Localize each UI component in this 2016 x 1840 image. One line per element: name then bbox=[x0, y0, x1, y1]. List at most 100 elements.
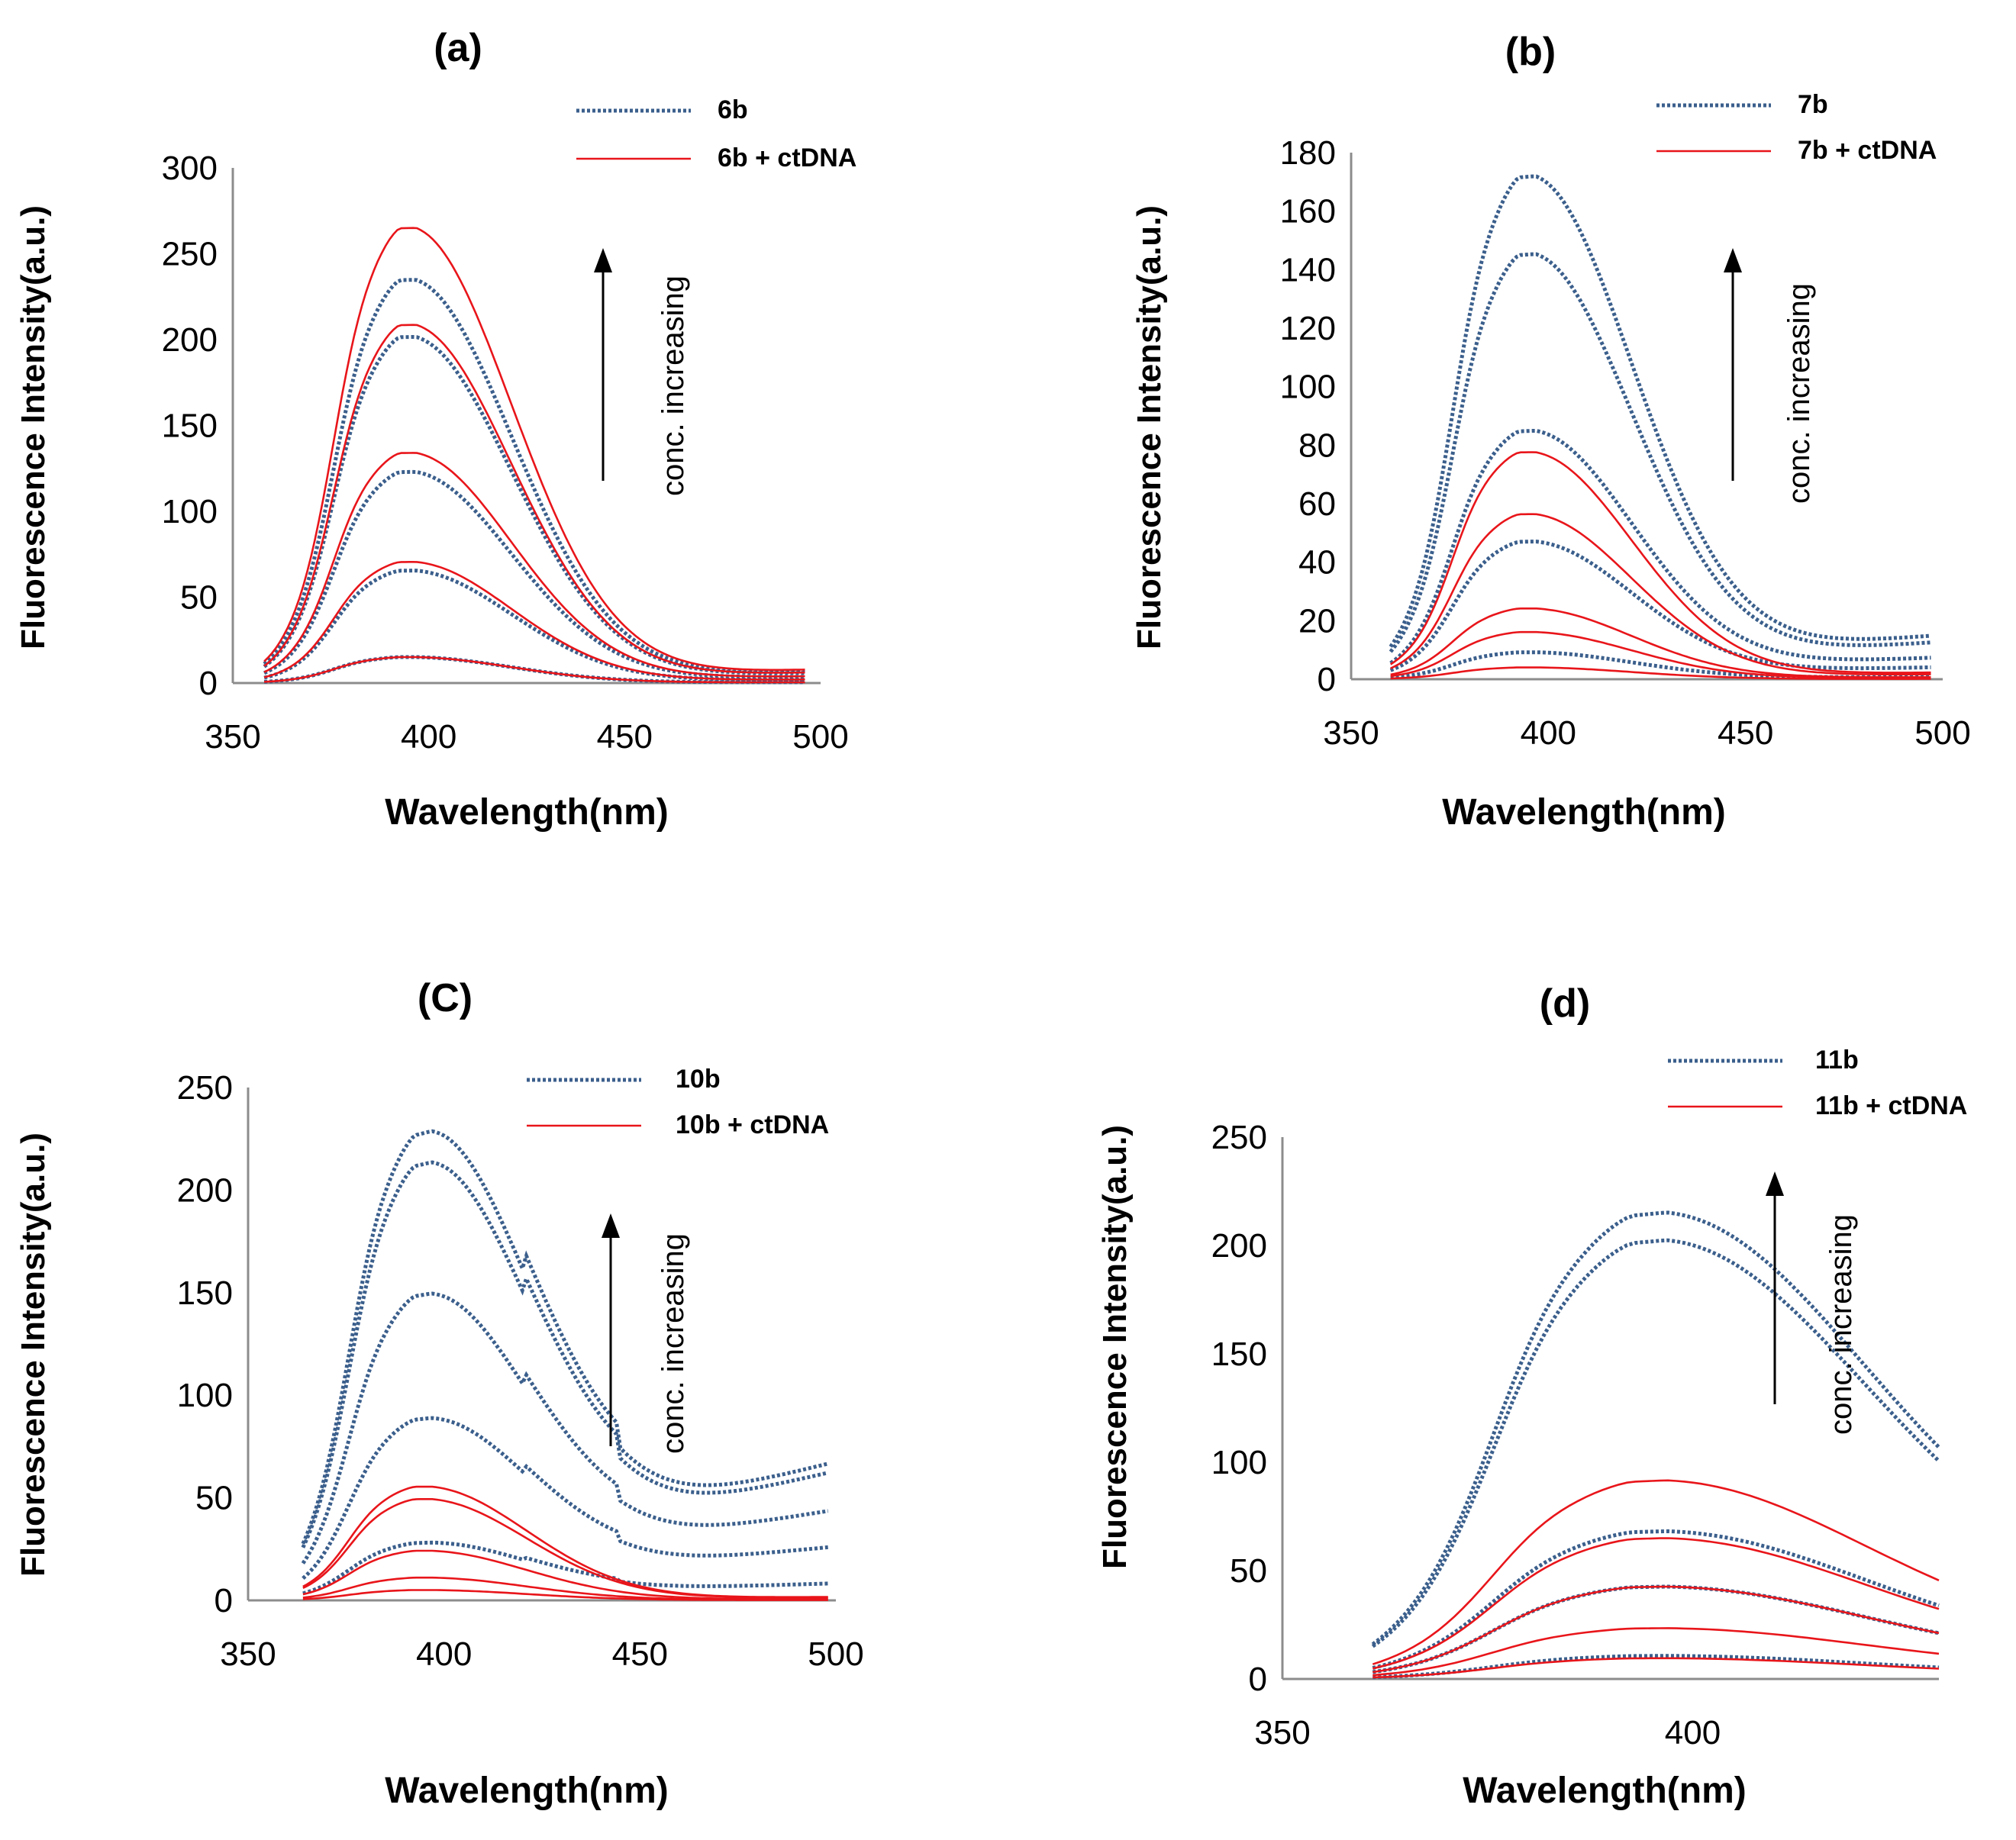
panel-title: (C) bbox=[418, 976, 473, 1020]
series-line-dna-1 bbox=[1390, 666, 1931, 680]
series-line-dna-4 bbox=[1390, 513, 1931, 676]
series-line-free-4 bbox=[301, 1160, 829, 1548]
conc-annotation: conc. increasing bbox=[656, 276, 690, 496]
y-tick-label: 200 bbox=[1211, 1227, 1267, 1265]
y-axis-label: Fluorescence Intensity(a.u.) bbox=[1131, 205, 1168, 649]
x-tick-label: 450 bbox=[597, 718, 653, 756]
panel-b: (b) 0 20 40 60 80 100 120 140 160 180 350 400 450 500 W… bbox=[1131, 30, 1971, 833]
y-tick-label: 300 bbox=[162, 150, 218, 187]
panel-title: (a) bbox=[434, 26, 482, 70]
x-tick-label: 400 bbox=[1665, 1714, 1721, 1751]
series-line-free-4 bbox=[263, 334, 805, 675]
y-tick-label: 0 bbox=[215, 1582, 233, 1619]
y-tick-label: 50 bbox=[180, 579, 218, 617]
series-line-free-4 bbox=[1371, 1238, 1940, 1648]
series-line-dna-4 bbox=[1372, 1537, 1940, 1670]
legend-label: 10b + ctDNA bbox=[676, 1110, 829, 1139]
series-line-dna-5 bbox=[1372, 1479, 1940, 1665]
series-line-dna-2 bbox=[1372, 1627, 1940, 1677]
series-line-free-5 bbox=[301, 1129, 829, 1545]
series-line-dna-2 bbox=[263, 561, 805, 681]
series-line-free-1 bbox=[302, 1540, 828, 1596]
y-tick-label: 150 bbox=[1211, 1336, 1267, 1373]
panel-c: (C) 0 50 100 150 200 250 350 400 450 500 Wavelength… bbox=[15, 976, 864, 1811]
x-tick-label: 500 bbox=[792, 718, 848, 756]
y-tick-label: 100 bbox=[177, 1377, 233, 1414]
legend-label: 7b + ctDNA bbox=[1798, 136, 1937, 165]
x-axis-label: Wavelength(nm) bbox=[385, 792, 669, 833]
series-line-free-3 bbox=[1389, 429, 1931, 665]
x-tick-label: 350 bbox=[205, 718, 260, 756]
arrow-up-icon bbox=[602, 1213, 620, 1238]
series-line-free-2 bbox=[1372, 1584, 1940, 1674]
series-line-free-5 bbox=[263, 278, 805, 674]
panel-a: (a) 0 50 100 150 200 250 300 350 400 450 500 Wavelen… bbox=[15, 26, 856, 833]
series-line-free-3 bbox=[263, 469, 805, 679]
y-tick-label: 0 bbox=[1249, 1661, 1267, 1698]
y-tick-label: 20 bbox=[1298, 602, 1336, 640]
legend-label: 7b bbox=[1798, 90, 1828, 119]
y-tick-label: 250 bbox=[177, 1069, 233, 1107]
y-axis-label: Fluorescence Intensity(a.u.) bbox=[15, 205, 52, 649]
legend-label: 10b bbox=[676, 1065, 721, 1094]
series-line-free-5 bbox=[1371, 1210, 1940, 1646]
y-axis-label: Fluorescence Intensity(a.u.) bbox=[15, 1133, 52, 1577]
series-line-free-4 bbox=[1389, 252, 1931, 653]
y-tick-label: 250 bbox=[1211, 1119, 1267, 1156]
conc-annotation: conc. increasing bbox=[1824, 1214, 1858, 1435]
x-tick-label: 450 bbox=[1718, 714, 1773, 752]
series-line-dna-3 bbox=[1390, 607, 1931, 678]
x-axis-label: Wavelength(nm) bbox=[1463, 1771, 1747, 1811]
series-line-dna-4 bbox=[263, 324, 805, 674]
y-tick-label: 50 bbox=[1230, 1552, 1267, 1590]
x-tick-label: 350 bbox=[1254, 1714, 1310, 1751]
x-tick-label: 400 bbox=[401, 718, 456, 756]
arrow-up-icon bbox=[1766, 1171, 1784, 1196]
y-tick-label: 150 bbox=[162, 408, 218, 445]
x-tick-label: 350 bbox=[1323, 714, 1379, 752]
series-line-free-5 bbox=[1389, 174, 1931, 648]
arrow-up-icon bbox=[594, 248, 612, 272]
y-tick-label: 180 bbox=[1280, 134, 1336, 172]
x-tick-label: 500 bbox=[1914, 714, 1970, 752]
y-tick-label: 160 bbox=[1280, 193, 1336, 230]
series-line-free-3 bbox=[1372, 1529, 1940, 1671]
y-tick-label: 0 bbox=[199, 665, 218, 702]
legend-label: 11b + ctDNA bbox=[1815, 1091, 1967, 1120]
series-line-free-2 bbox=[1389, 540, 1931, 672]
x-tick-label: 400 bbox=[1521, 714, 1576, 752]
conc-annotation: conc. increasing bbox=[656, 1233, 690, 1454]
y-tick-label: 140 bbox=[1280, 251, 1336, 288]
series-line-free-3 bbox=[301, 1291, 829, 1564]
series-line-free-1 bbox=[1372, 1654, 1940, 1680]
series-line-dna-1 bbox=[1372, 1657, 1940, 1679]
y-axis-label: Fluorescence Intensity(a.u.) bbox=[1096, 1125, 1134, 1569]
x-axis-label: Wavelength(nm) bbox=[1442, 792, 1726, 833]
y-tick-label: 40 bbox=[1298, 544, 1336, 582]
series-line-dna-5 bbox=[1389, 451, 1931, 674]
y-tick-label: 250 bbox=[162, 236, 218, 273]
x-tick-label: 450 bbox=[612, 1635, 668, 1673]
y-tick-label: 150 bbox=[177, 1274, 233, 1312]
series-line-free-2 bbox=[263, 569, 805, 682]
y-tick-label: 80 bbox=[1298, 427, 1336, 464]
series-line-dna-3 bbox=[1372, 1585, 1940, 1674]
y-tick-label: 200 bbox=[177, 1171, 233, 1209]
panel-d: (d) 0 50 100 150 200 250 350 400 Wavelength(nm) Fl… bbox=[1096, 981, 1967, 1811]
y-tick-label: 200 bbox=[162, 321, 218, 359]
series-line-dna-1 bbox=[264, 656, 805, 684]
series-line-free-2 bbox=[302, 1416, 828, 1581]
x-tick-label: 350 bbox=[220, 1635, 276, 1673]
arrow-up-icon bbox=[1724, 248, 1742, 272]
legend-label: 6b bbox=[718, 95, 748, 124]
legend-label: 11b bbox=[1815, 1046, 1859, 1075]
panel-title: (b) bbox=[1505, 30, 1556, 74]
y-tick-label: 100 bbox=[1211, 1444, 1267, 1481]
x-tick-label: 500 bbox=[808, 1635, 863, 1673]
y-tick-label: 0 bbox=[1318, 661, 1336, 698]
y-tick-label: 120 bbox=[1280, 310, 1336, 347]
series-line-dna-5 bbox=[302, 1485, 828, 1598]
y-tick-label: 50 bbox=[195, 1480, 233, 1517]
series-line-dna-3 bbox=[263, 452, 805, 678]
series-line-dna-5 bbox=[263, 227, 805, 672]
